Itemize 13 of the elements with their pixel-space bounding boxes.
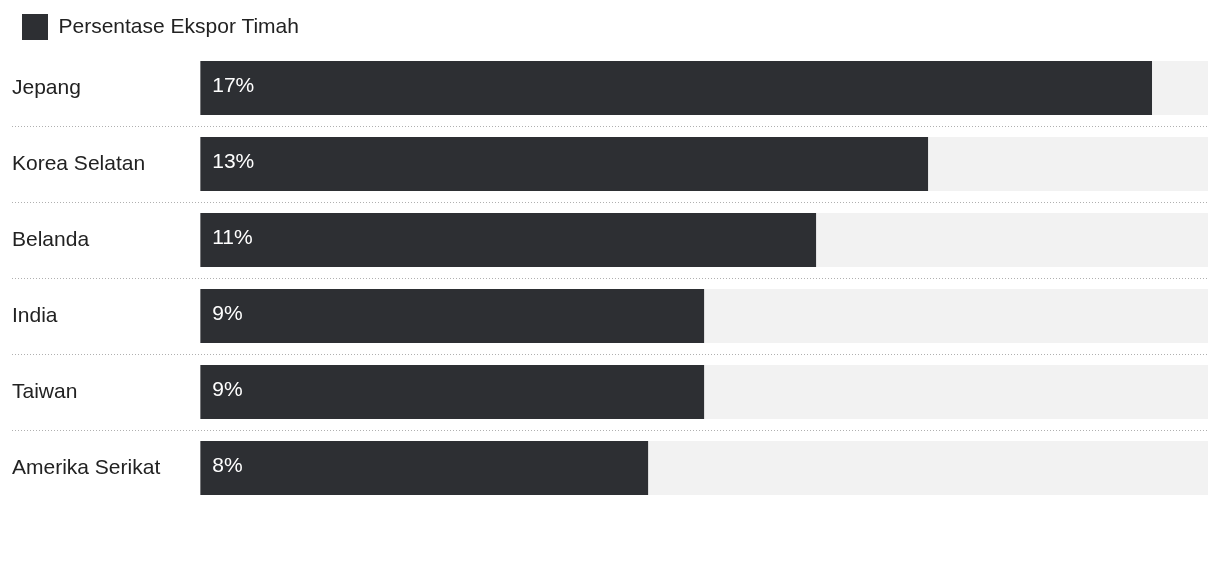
data-label: 9% [212, 300, 243, 324]
y-tick-label: Belanda [12, 226, 90, 250]
y-tick-label: Jepang [12, 74, 81, 98]
data-label: 17% [212, 72, 255, 96]
data-label: 8% [212, 452, 243, 476]
y-tick-label: Amerika Serikat [12, 454, 161, 478]
data-label: 13% [212, 148, 255, 172]
data-label: 9% [212, 376, 243, 400]
y-tick-label: India [12, 302, 58, 326]
y-tick-label: Korea Selatan [12, 150, 146, 174]
y-tick-label: Taiwan [12, 378, 78, 402]
data-label: 11% [212, 224, 253, 248]
legend-label: Persentase Ekspor Timah [58, 13, 299, 37]
